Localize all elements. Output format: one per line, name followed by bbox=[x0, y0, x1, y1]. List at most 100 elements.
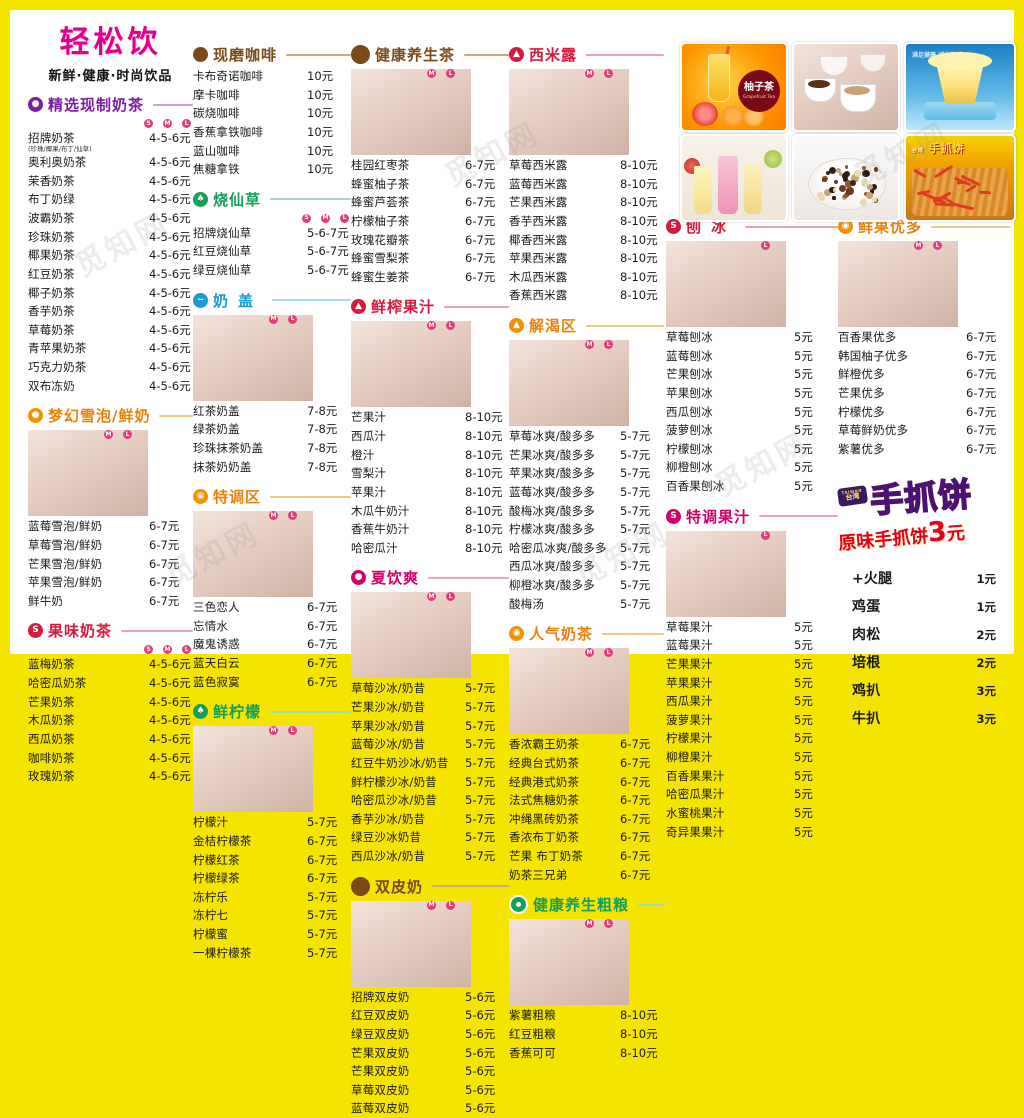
menu-item: 哈密瓜沙冰/奶昔 5-7元 bbox=[351, 791, 509, 810]
item-price: 8-10元 bbox=[620, 268, 664, 287]
section-divider bbox=[159, 415, 193, 417]
item-name: 西瓜刨冰 bbox=[666, 403, 713, 422]
item-name: 玫瑰奶茶 bbox=[28, 767, 75, 786]
menu-item: 苹果西米露 8-10元 bbox=[509, 249, 664, 268]
item-price: 7-8元 bbox=[307, 439, 351, 458]
item-price: 4-5-6元 bbox=[149, 129, 193, 148]
item-name: 哈密瓜冰爽/酸多多 bbox=[509, 539, 607, 558]
size-legend: ML bbox=[193, 315, 313, 401]
menu-item: 草莓双皮奶 5-6元 bbox=[351, 1081, 509, 1100]
section-thirst-quencher: ▲ 解渴区 M L 草莓冰爽/酸多多 5-7元 芒果冰爽/酸多多 5-7元 苹果冰爽/酸多多 5-… bbox=[509, 315, 664, 613]
item-price: 5元 bbox=[794, 365, 838, 384]
pancake-headline-prefix: 原味手抓饼 bbox=[838, 526, 929, 555]
item-price: 6-7元 bbox=[465, 175, 509, 194]
item-price: 10元 bbox=[307, 104, 351, 123]
section-summer-cool: ● 夏饮爽 M L 草莓沙冰/奶昔 5-7元 芒果沙冰/奶昔 5-7元 苹果沙冰/奶昔 5-7元蓝… bbox=[351, 567, 509, 865]
item-price: 5元 bbox=[794, 421, 838, 440]
menu-item: 波霸奶茶 4-5-6元 bbox=[28, 209, 193, 228]
menu-item: 忘情水 6-7元 bbox=[193, 617, 351, 636]
item-price: 5元 bbox=[794, 767, 838, 786]
item-name: 柠檬汁 bbox=[193, 813, 228, 832]
menu-item: 蜂蜜雪梨茶 6-7元 bbox=[351, 249, 509, 268]
item-list-snow-bubble-milk: 蓝莓雪泡/鲜奶 6-7元 草莓雪泡/鲜奶 6-7元 芒果雪泡/鲜奶 6-7元 苹果雪泡/鲜奶… bbox=[28, 517, 193, 610]
menu-item: 香蕉拿铁咖啡 10元 bbox=[193, 123, 351, 142]
item-name: 蜂蜜芦荟茶 bbox=[351, 193, 410, 212]
section-grass-jelly: ♠ 烧仙草 S M L 招牌烧仙草 5-6-7元 红豆烧仙草 5-6-7元 绿豆烧仙草 5-6-7元 bbox=[193, 189, 351, 280]
menu-item: 经典港式奶茶 6-7元 bbox=[509, 773, 664, 792]
menu-item: 鲜橙优多 6-7元 bbox=[838, 365, 1010, 384]
item-price: 5元 bbox=[794, 655, 838, 674]
menu-item: 冻柠乐 5-7元 bbox=[193, 888, 351, 907]
item-name: 卡布奇诺咖啡 bbox=[193, 67, 263, 86]
item-name: 哈密瓜沙冰/奶昔 bbox=[351, 791, 437, 810]
menu-item: 草莓冰爽/酸多多 5-7元 bbox=[509, 427, 664, 446]
menu-item: 百香果优多 6-7元 bbox=[838, 328, 1010, 347]
item-price: 5-7元 bbox=[465, 847, 509, 866]
menu-item: 香芋西米露 8-10元 bbox=[509, 212, 664, 231]
menu-item: 香蕉可可 8-10元 bbox=[509, 1044, 664, 1063]
section-divider bbox=[432, 885, 509, 887]
menu-item: 奇异果果汁 5元 bbox=[666, 823, 838, 842]
addon-price: 2元 bbox=[976, 624, 996, 647]
size-dot-l: L bbox=[288, 315, 297, 324]
item-name: 芒果刨冰 bbox=[666, 365, 713, 384]
section-fresh-coffee: ◗ 现磨咖啡 卡布奇诺咖啡 10元 摩卡咖啡 10元 碳烧咖啡 10元 香蕉拿铁咖啡 10元 蓝山咖… bbox=[193, 44, 351, 179]
menu-item: 柠檬汁 5-7元 bbox=[193, 813, 351, 832]
item-list-fresh-coffee: 卡布奇诺咖啡 10元 摩卡咖啡 10元 碳烧咖啡 10元 香蕉拿铁咖啡 10元 蓝山咖啡 10元焦… bbox=[193, 67, 351, 179]
item-price: 8-10元 bbox=[465, 408, 509, 427]
item-name: 蓝莓果汁 bbox=[666, 636, 713, 655]
item-name: 香浓霸王奶茶 bbox=[509, 735, 579, 754]
section-shaved-ice: S 刨冰 L 草莓刨冰 5元 蓝莓刨冰 5元 芒果刨冰 5元 苹果刨冰 5元 西瓜刨冰 5元 菠萝刨冰 5元… bbox=[666, 216, 838, 496]
glass-shape bbox=[708, 54, 730, 102]
item-price: 5-7元 bbox=[620, 502, 664, 521]
ring-icon bbox=[351, 45, 370, 64]
menu-item: 西瓜刨冰 5元 bbox=[666, 403, 838, 422]
pancake-addon-item: 肉松 2元 bbox=[852, 621, 996, 649]
menu-sheet: 轻松饮 新鲜·健康·时尚饮品 ● 精选现制奶茶 S M L 招牌奶茶 4-5-6元 (珍珠/椰… bbox=[10, 10, 1014, 654]
menu-item: 香芋沙冰/奶昔 5-7元 bbox=[351, 810, 509, 829]
item-name: 桂园红枣茶 bbox=[351, 156, 410, 175]
item-price: 5-7元 bbox=[465, 791, 509, 810]
menu-item: 柠檬绿茶 6-7元 bbox=[193, 869, 351, 888]
pancake-photo-label: 手抓饼 bbox=[929, 142, 965, 155]
size-dot-l: L bbox=[604, 648, 613, 657]
size-dot-l: L bbox=[446, 592, 455, 601]
item-price: 8-10元 bbox=[465, 483, 509, 502]
item-name: 咖啡奶茶 bbox=[28, 749, 75, 768]
size-dot-l: L bbox=[182, 645, 191, 654]
item-name: 芒果优多 bbox=[838, 384, 885, 403]
item-name: 抹茶奶奶盖 bbox=[193, 458, 252, 477]
menu-item: 酸梅冰爽/酸多多 5-7元 bbox=[509, 502, 664, 521]
section-special-mix: ◉ 特调区 M L 三色恋人 6-7元 忘情水 6-7元 魔鬼诱惑 6-7元 蓝天白云 6-7元 蓝色寂… bbox=[193, 486, 351, 691]
section-health-grains: 健康养生粗粮 M L 紫薯粗粮 8-10元 红豆粗粮 8-10元 香蕉可可 8-10元 bbox=[509, 894, 664, 1062]
item-name: 韩国柚子优多 bbox=[838, 347, 908, 366]
menu-item: 红豆双皮奶 5-6元 bbox=[351, 1006, 509, 1025]
menu-item: 芒果西米露 8-10元 bbox=[509, 193, 664, 212]
item-name: 绿豆沙冰奶昔 bbox=[351, 828, 421, 847]
section-divider bbox=[286, 54, 351, 56]
menu-item: 椰香西米露 8-10元 bbox=[509, 231, 664, 250]
menu-item: 奥利奥奶茶 4-5-6元 bbox=[28, 153, 193, 172]
item-price: 5-6-7元 bbox=[307, 261, 351, 280]
item-price: 10元 bbox=[307, 86, 351, 105]
item-name: 经典港式奶茶 bbox=[509, 773, 579, 792]
section-signature-milk-tea: ● 精选现制奶茶 S M L 招牌奶茶 4-5-6元 (珍珠/椰果/布丁/仙草) 奥利奥奶茶 4-… bbox=[28, 94, 193, 395]
item-price: 6-7元 bbox=[149, 573, 193, 592]
menu-item: 菠萝刨冰 5元 bbox=[666, 421, 838, 440]
size-legend: SML bbox=[28, 645, 193, 654]
section-header-sago-dew: ▲ 西米露 bbox=[509, 44, 664, 66]
item-price: 5元 bbox=[794, 384, 838, 403]
item-price: 6-7元 bbox=[620, 735, 664, 754]
tree-icon: ▲ bbox=[509, 47, 524, 62]
size-dot-l: L bbox=[123, 430, 132, 439]
section-title: 特调区 bbox=[213, 486, 261, 507]
menu-item: 哈密瓜汁 8-10元 bbox=[351, 539, 509, 558]
topping-bean bbox=[850, 180, 856, 186]
menu-item: 木瓜牛奶汁 8-10元 bbox=[351, 502, 509, 521]
item-name: 芒果雪泡/鲜奶 bbox=[28, 555, 102, 574]
section-header-grass-jelly: ♠ 烧仙草 bbox=[193, 189, 351, 211]
topping-bean bbox=[854, 170, 861, 177]
green-grape-icon bbox=[764, 150, 782, 168]
size-legend: SML bbox=[193, 214, 351, 223]
item-price: 4-5-6元 bbox=[149, 655, 193, 674]
